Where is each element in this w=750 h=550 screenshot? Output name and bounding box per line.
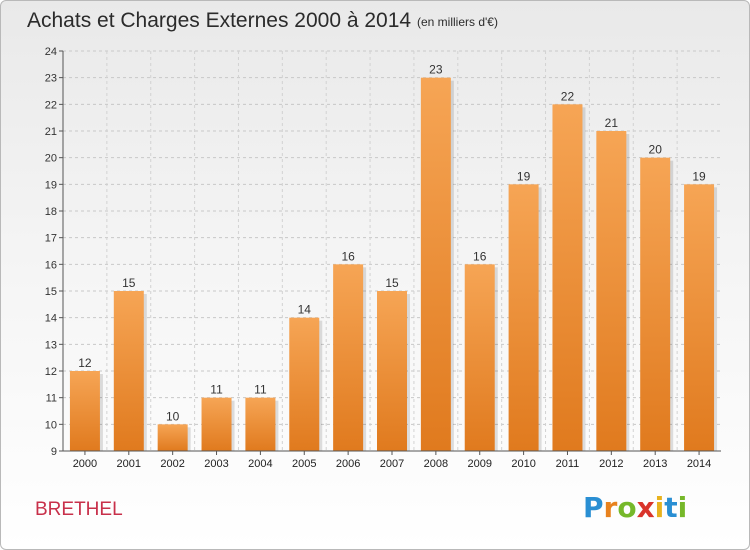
y-tick-label: 20 — [45, 153, 57, 165]
chart-subtitle: (en milliers d'€) — [417, 15, 498, 29]
logo-letter: x — [637, 491, 655, 524]
y-tick-label: 24 — [45, 46, 57, 58]
bar-2011 — [552, 104, 583, 451]
bar-2006 — [333, 264, 364, 451]
y-tick-label: 14 — [45, 313, 57, 325]
y-tick-label: 9 — [51, 446, 57, 458]
x-tick-label: 2008 — [424, 458, 448, 470]
chart-title: Achats et Charges Externes 2000 à 2014 — [27, 9, 411, 32]
bar-2007 — [377, 291, 407, 451]
x-tick-label: 2002 — [160, 458, 184, 470]
x-tick-label: 2006 — [336, 458, 360, 470]
bar-2008 — [420, 77, 451, 452]
bar-value-label: 15 — [385, 276, 399, 290]
x-tick-label: 2003 — [204, 458, 228, 470]
x-tick-label: 2004 — [248, 458, 272, 470]
x-tick-label: 2000 — [73, 458, 97, 470]
bar-value-label: 10 — [166, 409, 180, 423]
bar-2009 — [464, 264, 495, 451]
bar-2005 — [289, 317, 320, 451]
x-tick-label: 2014 — [687, 458, 711, 470]
bar-value-label: 15 — [122, 276, 136, 290]
bar-value-label: 11 — [254, 383, 267, 397]
bar-value-label: 16 — [341, 249, 355, 263]
logo-letter: i — [678, 491, 688, 524]
bar-2003 — [201, 397, 232, 451]
bar-2012 — [596, 131, 627, 451]
bar-2014 — [684, 184, 715, 452]
x-tick-label: 2007 — [380, 458, 404, 470]
y-tick-label: 15 — [45, 286, 57, 298]
axes: 9 10 11 12 13 14 15 16 17 18 19 20 21 22 23 24 2000 2001 2… — [45, 46, 721, 470]
y-tick-label: 11 — [46, 393, 57, 405]
logo-letter: t — [664, 491, 677, 524]
y-tick-label: 19 — [45, 179, 57, 191]
proxiti-logo: Proxiti — [583, 491, 687, 524]
logo-letter: o — [617, 491, 636, 524]
y-tick-label: 13 — [45, 339, 57, 351]
bars: 12 15 10 11 11 14 16 15 23 16 19 22 21 20 19 — [69, 63, 718, 452]
x-tick-label: 2013 — [643, 458, 667, 470]
y-tick-label: 12 — [45, 366, 57, 378]
bar-value-label: 22 — [561, 89, 575, 103]
y-tick-label: 17 — [45, 233, 57, 245]
bar-value-label: 19 — [517, 169, 531, 183]
bar-value-label: 19 — [692, 169, 706, 183]
y-tick-label: 18 — [45, 206, 57, 218]
y-tick-label: 16 — [45, 259, 57, 271]
logo-letter: P — [583, 491, 604, 524]
commune-name: BRETHEL — [35, 499, 123, 520]
y-tick-label: 21 — [45, 126, 57, 138]
x-tick-label: 2011 — [556, 458, 580, 470]
bar-2001 — [113, 291, 144, 451]
x-tick-label: 2001 — [117, 458, 141, 470]
bar-2004 — [245, 397, 276, 451]
y-tick-label: 22 — [45, 99, 57, 111]
bar-value-label: 20 — [649, 143, 663, 157]
logo-letter: i — [655, 491, 665, 524]
bar-value-label: 14 — [298, 303, 312, 317]
bar-2000 — [69, 371, 100, 451]
bar-value-label: 21 — [605, 116, 619, 130]
bar-value-label: 12 — [78, 356, 92, 370]
x-tick-label: 2009 — [467, 458, 491, 470]
logo-letter: r — [604, 491, 618, 524]
bar-2002 — [157, 424, 188, 451]
x-tick-label: 2010 — [511, 458, 535, 470]
bar-value-label: 23 — [429, 63, 443, 77]
bar-value-label: 16 — [473, 249, 487, 263]
y-tick-label: 10 — [45, 419, 57, 431]
y-tick-label: 23 — [45, 73, 57, 85]
x-tick-label: 2012 — [599, 458, 623, 470]
x-tick-label: 2005 — [292, 458, 316, 470]
bar-2013 — [640, 157, 671, 451]
bar-2010 — [508, 184, 539, 452]
bar-value-label: 11 — [210, 383, 223, 397]
